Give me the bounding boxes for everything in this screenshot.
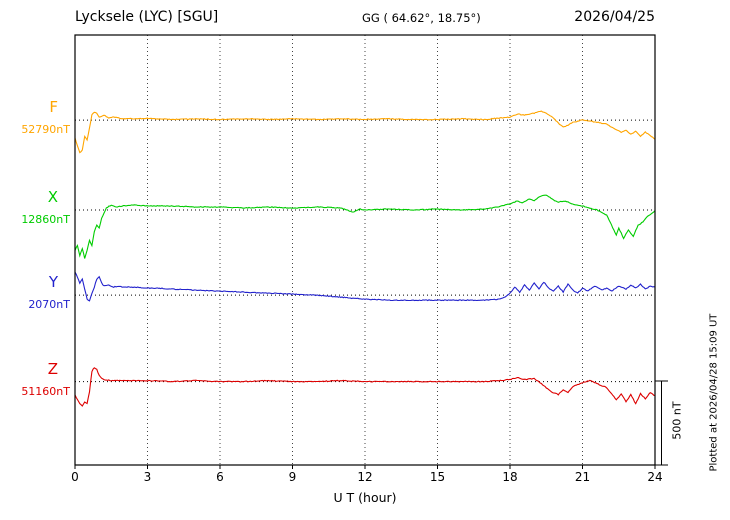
x-axis-label: U T (hour) [333, 490, 397, 505]
x-tick-label-3: 3 [143, 470, 152, 484]
x-tick-label-0: 0 [71, 470, 79, 484]
trace-Z [74, 367, 656, 407]
x-tick-label-18: 18 [502, 470, 518, 484]
component-letter-X: X [47, 188, 58, 206]
trace-X [74, 194, 656, 259]
geographic-coords: GG ( 64.62°, 18.75°) [362, 11, 481, 25]
component-baseline-value-X: 12860nT [21, 213, 70, 226]
plotted-timestamp-note: Plotted at 2026/04/28 15:09 UT [708, 313, 720, 472]
component-letter-Z: Z [47, 359, 58, 378]
component-baseline-value-F: 52790nT [21, 123, 70, 137]
component-baseline-value-Z: 51160nT [21, 384, 70, 398]
scale-bar-label: 500 nT [670, 401, 684, 440]
x-tick-label-21: 21 [574, 470, 591, 484]
x-tick-label-24: 24 [647, 470, 663, 484]
x-tick-label-15: 15 [429, 470, 446, 484]
component-letter-F: F [49, 98, 58, 117]
x-tick-label-6: 6 [216, 470, 224, 484]
trace-Y [74, 271, 656, 302]
x-tick-label-12: 12 [357, 470, 373, 484]
component-letter-Y: Y [48, 273, 58, 292]
observation-date: 2026/04/25 [574, 9, 655, 25]
station-title: Lycksele (LYC) [SGU] [75, 9, 219, 25]
component-baseline-value-Y: 2070nT [28, 298, 70, 312]
x-tick-label-9: 9 [288, 470, 297, 484]
trace-F [74, 110, 656, 154]
